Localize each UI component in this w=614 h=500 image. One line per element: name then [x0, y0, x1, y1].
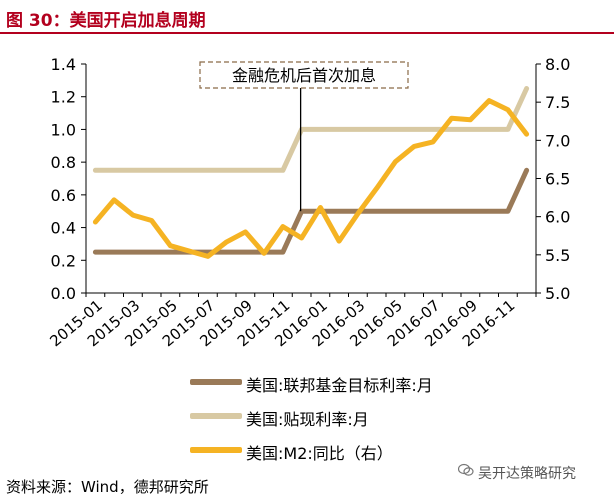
left-y-tick-label: 0.6 — [51, 186, 76, 205]
left-y-tick-label: 0.8 — [51, 153, 76, 172]
right-y-tick-label: 7.5 — [545, 93, 570, 112]
annotation-text: 金融危机后首次加息 — [232, 66, 376, 85]
left-y-tick-label: 1.4 — [51, 55, 76, 74]
title-divider — [0, 32, 614, 34]
series-line-m2 — [92, 98, 530, 259]
left-y-tick-label: 0.2 — [51, 251, 76, 270]
annotation-box — [199, 61, 409, 89]
left-y-tick-label: 0.4 — [51, 219, 76, 238]
left-y-tick-label: 1.2 — [51, 88, 76, 107]
right-y-tick-label: 5.5 — [545, 246, 570, 265]
series-line-fed-funds — [92, 167, 530, 255]
dual-axis-line-chart: 0.0 0.2 0.4 0.6 0.8 1.0 1.2 1.4 5.0 5.5 6.0 6.5 7.0 7… — [46, 55, 570, 350]
chart-annotation: 金融危机后首次加息 — [199, 61, 409, 212]
legend-label-m2: 美国:M2:同比（右） — [246, 444, 393, 463]
left-y-tick-label: 1.0 — [51, 120, 76, 139]
legend-swatch-discount — [190, 413, 242, 419]
legend-label-fed-funds: 美国:联邦基金目标利率:月 — [246, 376, 433, 395]
series-line-discount — [92, 86, 530, 173]
wechat-icon — [458, 463, 474, 476]
right-y-tick-label: 5.0 — [545, 284, 570, 303]
left-y-tick-label: 0.0 — [51, 284, 76, 303]
right-y-tick-label: 7.0 — [545, 131, 570, 150]
source-note: 资料来源：Wind，德邦研究所 — [6, 478, 209, 496]
chart-lines — [92, 86, 530, 259]
legend-label-discount: 美国:贴现利率:月 — [246, 410, 369, 429]
right-y-tick-label: 6.0 — [545, 208, 570, 227]
legend-swatch-m2 — [190, 447, 242, 453]
figure-title: 图 30：美国开启加息周期 — [6, 11, 206, 31]
right-y-tick-label: 8.0 — [545, 55, 570, 74]
legend-swatch-fed-funds — [190, 379, 242, 385]
watermark: 吴开达策略研究 — [478, 466, 576, 482]
right-y-tick-label: 6.5 — [545, 170, 570, 189]
